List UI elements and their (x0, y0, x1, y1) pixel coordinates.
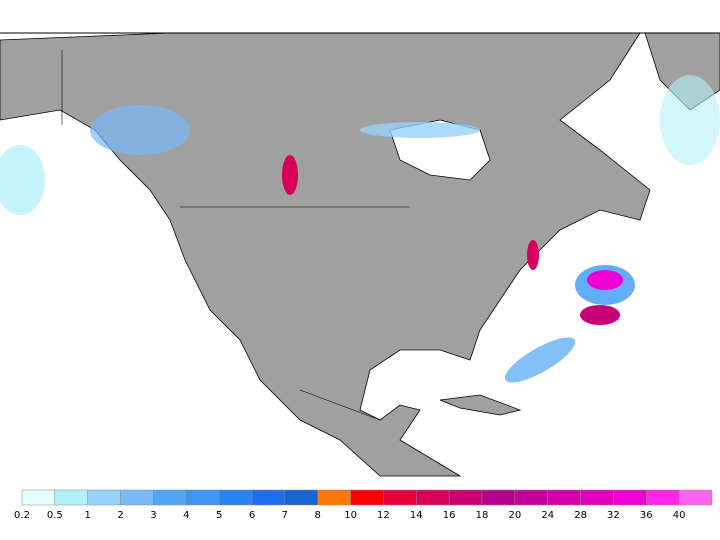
legend-label: 16 (443, 510, 456, 521)
precip-area (282, 155, 298, 195)
legend-label: 2 (117, 510, 123, 521)
legend-label: 36 (640, 510, 653, 521)
legend-swatch (218, 489, 253, 506)
borders (61, 50, 410, 421)
legend-swatch (153, 489, 187, 506)
legend-swatch (21, 489, 56, 506)
legend-swatch (547, 489, 581, 506)
legend-swatch (251, 489, 286, 506)
legend-swatch (613, 489, 647, 506)
legend-swatch (284, 489, 318, 506)
legend-label: 32 (607, 510, 620, 521)
legend: 0.2 0.5 1 2 3 4 5 6 7 8 10 12 14 16 18 20 24 28 32 36 40 (14, 489, 713, 521)
legend-swatch (54, 489, 88, 506)
precip-area (587, 270, 623, 290)
legend-swatch (481, 489, 516, 506)
legend-label: 5 (216, 510, 222, 521)
precip-area (90, 105, 190, 155)
legend-label: 4 (183, 510, 189, 521)
precipitation (0, 75, 720, 383)
precip-area (0, 145, 45, 215)
legend-swatch (120, 489, 154, 506)
cuba (439, 394, 522, 416)
precip-area (660, 75, 720, 165)
legend-label: 0.2 (14, 510, 30, 521)
precip-area (527, 240, 539, 270)
legend-swatch (416, 489, 450, 506)
legend-label: 10 (344, 510, 357, 521)
legend-label: 8 (315, 510, 321, 521)
legend-label: 40 (673, 510, 686, 521)
legend-label: 3 (150, 510, 156, 521)
legend-swatch (514, 489, 548, 506)
map (0, 32, 720, 477)
legend-swatch (350, 489, 384, 506)
legend-swatch (678, 489, 713, 506)
legend-label: 1 (85, 510, 91, 521)
border (299, 389, 381, 421)
legend-label: 28 (574, 510, 587, 521)
legend-swatch (87, 489, 121, 506)
precip-area (360, 122, 480, 138)
legend-label: 7 (282, 510, 288, 521)
legend-label: 18 (476, 510, 489, 521)
legend-label: 0.5 (47, 510, 63, 521)
legend-label: 6 (249, 510, 255, 521)
legend-swatch (646, 489, 680, 506)
legend-label: 20 (508, 510, 521, 521)
precip-area (580, 305, 620, 325)
legend-swatch (580, 489, 614, 506)
legend-swatch (383, 489, 417, 506)
legend-swatch (448, 489, 483, 506)
legend-swatch (317, 489, 351, 506)
legend-label: 14 (410, 510, 423, 521)
legend-label: 12 (377, 510, 390, 521)
legend-label: 24 (541, 510, 554, 521)
legend-swatch (186, 489, 220, 506)
precip-area (504, 337, 576, 383)
